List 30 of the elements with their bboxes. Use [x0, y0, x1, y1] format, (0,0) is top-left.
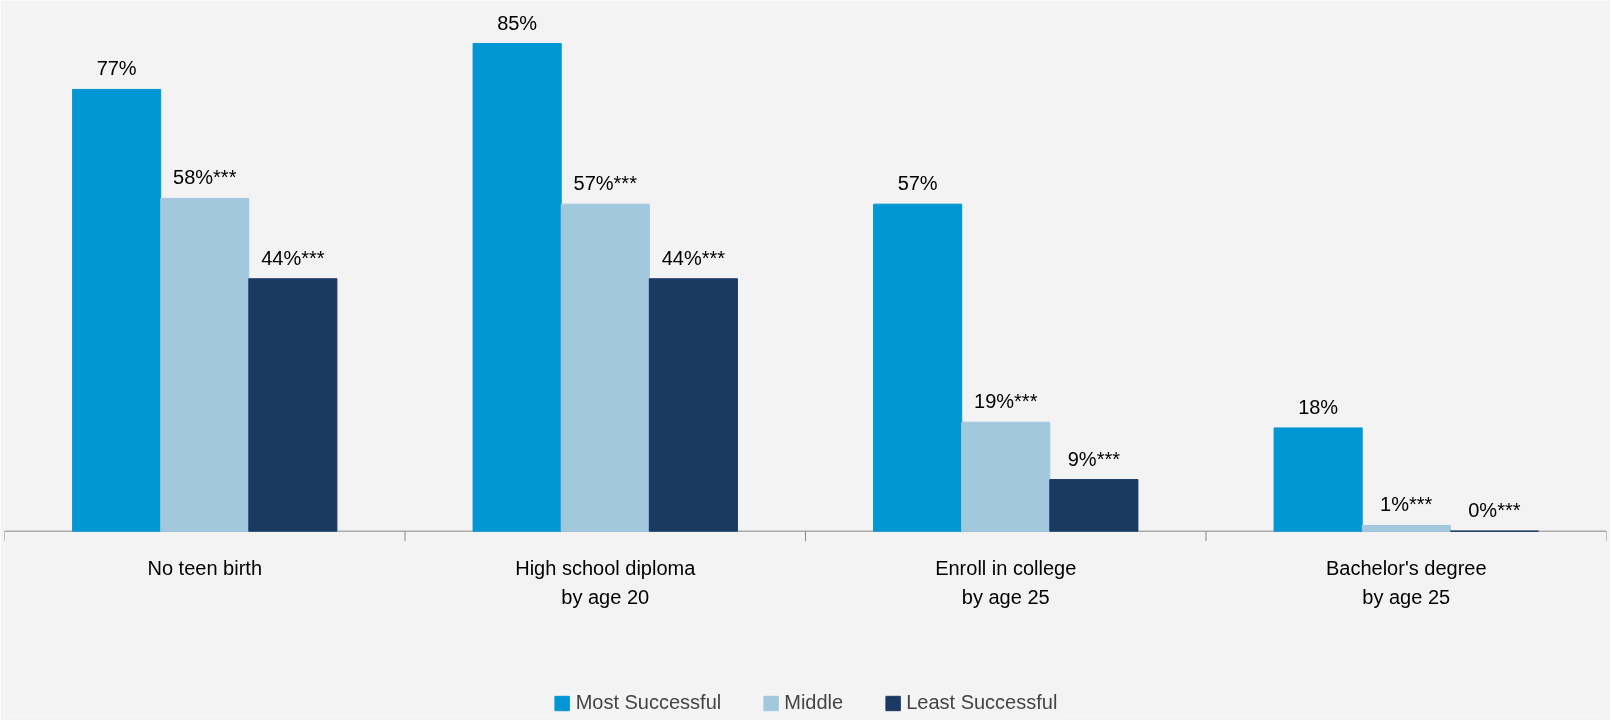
x-tick-label: High school diploma by age 20 — [515, 557, 697, 608]
x-tick-label: Bachelor's degree by age 25 — [1325, 557, 1487, 608]
bar — [1361, 524, 1451, 532]
bar — [160, 197, 250, 532]
data-label: 58%*** — [173, 166, 237, 189]
bar — [961, 421, 1051, 532]
bar — [248, 278, 338, 532]
x-tick-label: No teen birth — [147, 557, 263, 580]
legend-label: Middle — [784, 691, 844, 714]
bar — [1049, 479, 1139, 532]
bar — [72, 88, 162, 532]
data-label: 19%*** — [974, 390, 1038, 413]
x-tick-label: Enroll in college by age 25 — [935, 557, 1077, 608]
data-label: 85% — [497, 11, 538, 34]
data-label: 44%*** — [261, 246, 325, 269]
data-label: 57%*** — [573, 172, 638, 195]
data-label: 0%*** — [1468, 499, 1521, 522]
data-label: 44%*** — [661, 246, 726, 269]
data-label: 57% — [897, 172, 938, 195]
data-label: 9%*** — [1067, 447, 1121, 470]
data-label: 18% — [1298, 395, 1339, 418]
legend-label: Least Successful — [906, 691, 1058, 714]
bar — [873, 203, 963, 532]
bar — [560, 203, 650, 532]
legend-label: Most Successful — [575, 691, 722, 714]
bar — [1273, 427, 1363, 532]
data-label: 1%*** — [1380, 493, 1433, 516]
bar — [648, 278, 738, 532]
data-label: 77% — [96, 57, 137, 80]
bar — [472, 43, 562, 532]
